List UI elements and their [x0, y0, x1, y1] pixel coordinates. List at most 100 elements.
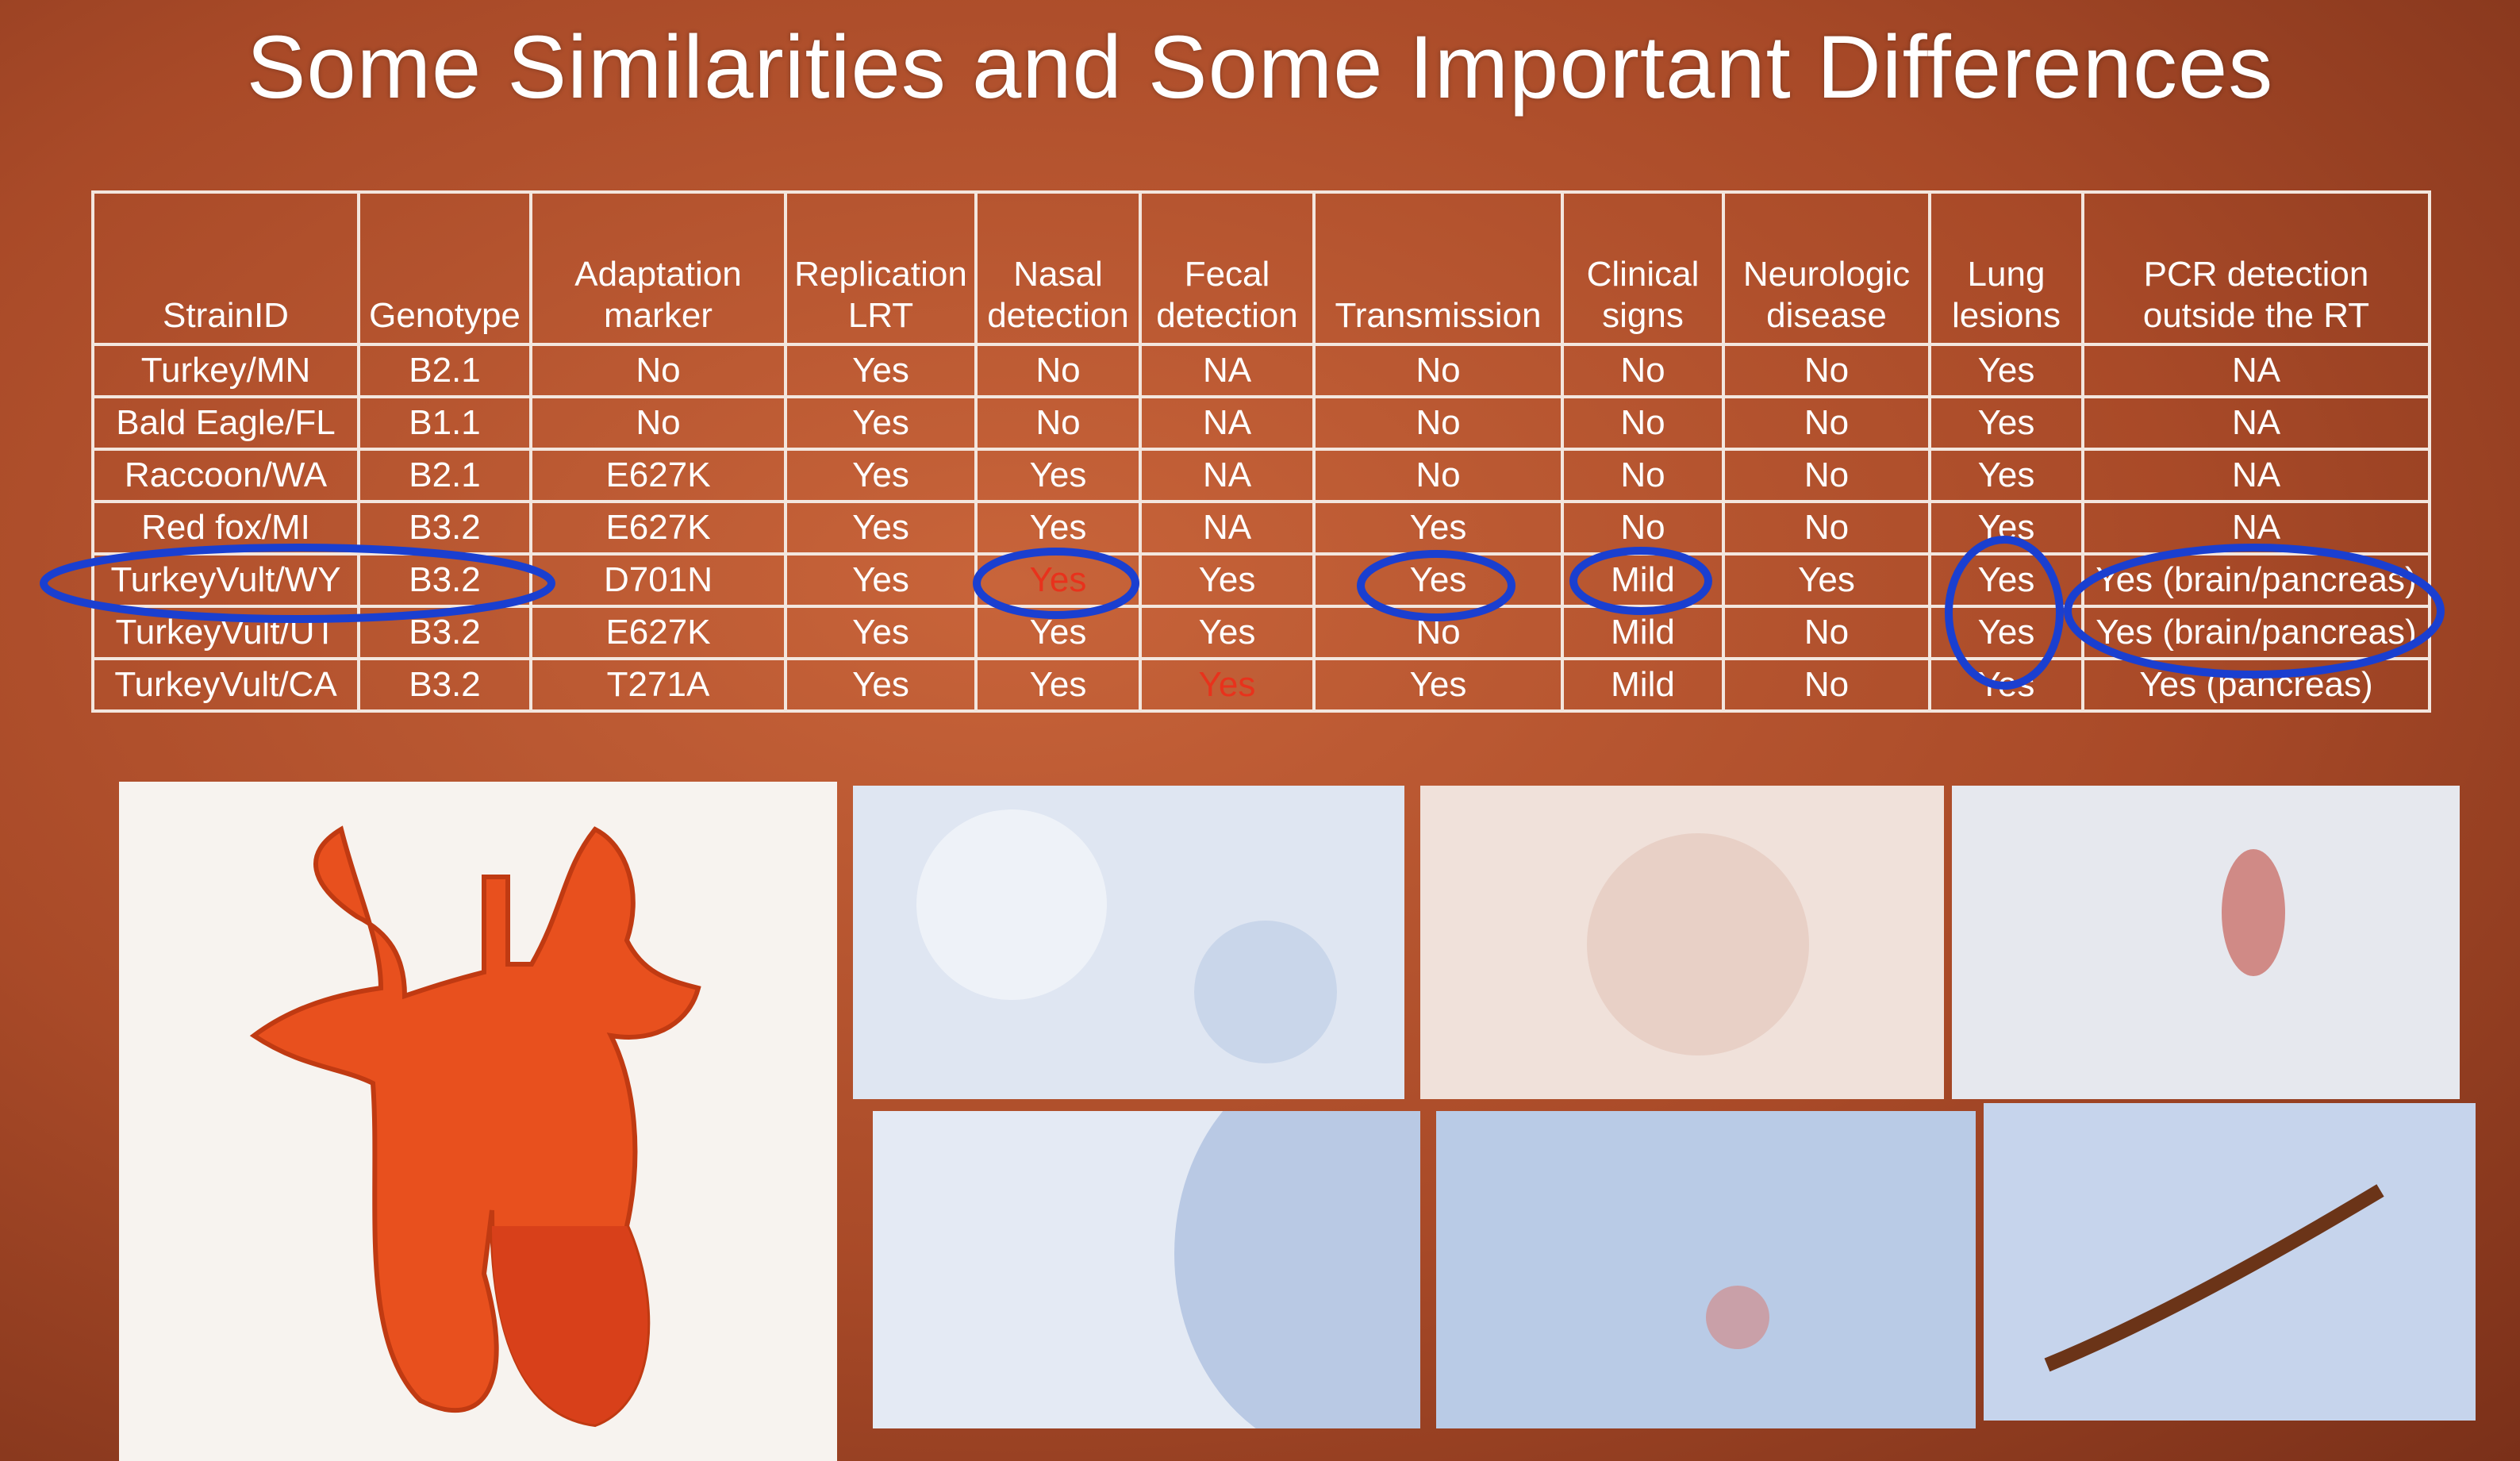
table-cell: B3.2: [357, 500, 532, 556]
header-row: StrainID Genotype Adaptation marker Replica…: [91, 190, 2431, 346]
table-row: TurkeyVult/CA B3.2 T271A Yes Yes Yes Yes Mild No…: [91, 657, 2431, 713]
table-cell: Yes: [1928, 500, 2084, 556]
table-cell: D701N: [529, 552, 787, 608]
column-header: Transmission: [1312, 190, 1564, 346]
table-cell: Yes: [784, 395, 978, 451]
table-cell: Yes: [784, 552, 978, 608]
table-cell: Yes: [1928, 657, 2084, 713]
comparison-table: StrainID Genotype Adaptation marker Replica…: [91, 190, 2431, 713]
table-cell: Yes: [1928, 343, 2084, 398]
table-row: TurkeyVult/WY B3.2 D701N Yes Yes Yes Yes Mild Ye…: [91, 552, 2431, 608]
table-cell: Yes (pancreas): [2081, 657, 2431, 713]
table-cell: Yes: [1928, 552, 2084, 608]
column-header: Clinical signs: [1561, 190, 1725, 346]
table-cell: No: [1561, 395, 1725, 451]
table-cell: Yes: [974, 657, 1142, 713]
column-header: Genotype: [357, 190, 532, 346]
table-cell: Raccoon/WA: [91, 448, 360, 503]
table-cell: Bald Eagle/FL: [91, 395, 360, 451]
table-cell: Yes: [784, 343, 978, 398]
table-cell: Yes: [1928, 448, 2084, 503]
table-cell: Yes: [1928, 605, 2084, 660]
table-cell: No: [1722, 657, 1931, 713]
table-cell: Yes: [784, 605, 978, 660]
table-cell: Yes: [784, 448, 978, 503]
table-cell: No: [1722, 343, 1931, 398]
table-cell: TurkeyVult/CA: [91, 657, 360, 713]
table-cell: No: [1561, 500, 1725, 556]
table-cell: B3.2: [357, 552, 532, 608]
table-cell: NA: [2081, 343, 2431, 398]
slide-title: Some Similarities and Some Important Dif…: [246, 17, 2274, 117]
table-cell: NA: [1139, 500, 1316, 556]
table-body: Turkey/MN B2.1 No Yes No NA No No No Yes NA Bald Ea…: [91, 343, 2431, 713]
table-cell: No: [529, 343, 787, 398]
column-header: Neurologic disease: [1722, 190, 1931, 346]
table-cell: NA: [2081, 500, 2431, 556]
table-cell: B1.1: [357, 395, 532, 451]
column-header: StrainID: [91, 190, 360, 346]
table-row: TurkeyVult/UT B3.2 E627K Yes Yes Yes No Mild No Y…: [91, 605, 2431, 660]
table-cell: NA: [2081, 448, 2431, 503]
histology-panel: [873, 1111, 1420, 1428]
table-cell: B2.1: [357, 343, 532, 398]
table-cell: E627K: [529, 500, 787, 556]
table-cell: Mild: [1561, 552, 1725, 608]
table-cell: No: [1312, 395, 1564, 451]
table-cell: Yes: [974, 552, 1142, 608]
table-cell: TurkeyVult/WY: [91, 552, 360, 608]
table-cell: TurkeyVult/UT: [91, 605, 360, 660]
lung-photo: [119, 782, 837, 1461]
histology-panel: [1952, 786, 2460, 1099]
table-cell: NA: [1139, 395, 1316, 451]
histology-panel: [853, 786, 1404, 1099]
table-cell: No: [1722, 448, 1931, 503]
table-cell: Yes: [1139, 657, 1316, 713]
table-cell: Yes: [1312, 657, 1564, 713]
table-row: Red fox/MI B3.2 E627K Yes Yes NA Yes No No Yes NA: [91, 500, 2431, 556]
table-row: Turkey/MN B2.1 No Yes No NA No No No Yes NA: [91, 343, 2431, 398]
column-header: PCR detection outside the RT: [2081, 190, 2431, 346]
table-cell: Yes: [1312, 500, 1564, 556]
table-cell: E627K: [529, 448, 787, 503]
table-cell: Yes: [1139, 552, 1316, 608]
table-cell: NA: [1139, 343, 1316, 398]
table-cell: No: [1312, 343, 1564, 398]
table-cell: Yes: [974, 500, 1142, 556]
column-header: Fecal detection: [1139, 190, 1316, 346]
table-cell: No: [1722, 605, 1931, 660]
table-cell: No: [1312, 448, 1564, 503]
table-cell: T271A: [529, 657, 787, 713]
histology-panel: [1420, 786, 1944, 1099]
table-cell: Yes: [974, 448, 1142, 503]
column-header: Lung lesions: [1928, 190, 2084, 346]
table-row: Raccoon/WA B2.1 E627K Yes Yes NA No No No Yes NA: [91, 448, 2431, 503]
table-cell: B3.2: [357, 605, 532, 660]
table-cell: Yes: [1722, 552, 1931, 608]
table-cell: Yes: [1928, 395, 2084, 451]
histology-panel: [1436, 1111, 1976, 1428]
column-header: Nasal detection: [974, 190, 1142, 346]
table-cell: NA: [2081, 395, 2431, 451]
table-cell: B3.2: [357, 657, 532, 713]
table-cell: Turkey/MN: [91, 343, 360, 398]
table-row: Bald Eagle/FL B1.1 No Yes No NA No No No Yes NA: [91, 395, 2431, 451]
table-cell: Yes: [784, 657, 978, 713]
table-cell: Yes: [784, 500, 978, 556]
table-cell: Mild: [1561, 605, 1725, 660]
table-cell: B2.1: [357, 448, 532, 503]
table-cell: No: [529, 395, 787, 451]
table-cell: Yes (brain/pancreas): [2081, 552, 2431, 608]
histology-panel: [1984, 1103, 2476, 1421]
table-cell: Yes: [1139, 605, 1316, 660]
table-cell: Mild: [1561, 657, 1725, 713]
table-cell: No: [974, 343, 1142, 398]
table-cell: Red fox/MI: [91, 500, 360, 556]
column-header: Replication LRT: [784, 190, 978, 346]
table-cell: No: [1561, 448, 1725, 503]
table-cell: No: [1722, 395, 1931, 451]
column-header: Adaptation marker: [529, 190, 787, 346]
table-cell: No: [974, 395, 1142, 451]
table-cell: Yes (brain/pancreas): [2081, 605, 2431, 660]
